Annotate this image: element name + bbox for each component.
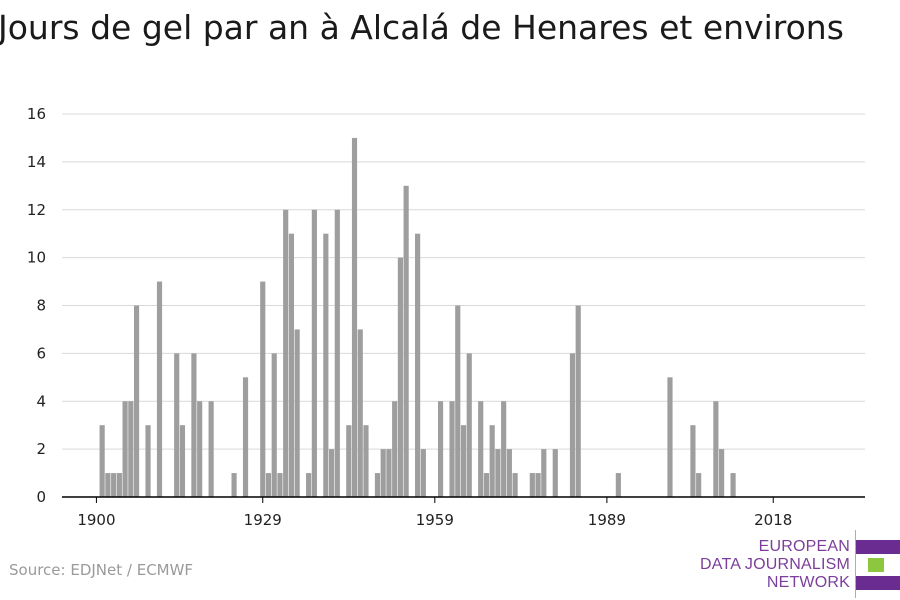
x-tick-label: 2018 xyxy=(754,511,792,529)
bar-1918 xyxy=(197,401,203,497)
y-tick-label: 8 xyxy=(36,297,46,315)
bar-1920 xyxy=(208,401,214,497)
bar-1935 xyxy=(294,329,300,497)
bar-1906 xyxy=(128,401,134,497)
bar-1937 xyxy=(306,473,312,497)
bar-1911 xyxy=(156,281,163,497)
bar-1947 xyxy=(363,425,369,497)
bar-1930 xyxy=(265,473,272,497)
y-tick-label: 10 xyxy=(27,249,46,267)
y-tick-label: 0 xyxy=(36,488,46,506)
bar-chart: 0 2 4 6 8 10 12 14 16 1900 1929 1959 1989 2018 xyxy=(27,105,865,529)
x-tick-label: 1989 xyxy=(588,511,626,529)
y-tick-label: 14 xyxy=(27,153,46,171)
bar-2009 xyxy=(719,449,725,498)
bar-1971 xyxy=(501,401,507,497)
bar-1991 xyxy=(615,473,621,497)
logo-text-line-2: DATA JOURNALISM xyxy=(700,556,850,573)
bar-1934 xyxy=(288,233,295,497)
logo-bar-middle xyxy=(868,558,884,572)
bar-2000 xyxy=(667,377,673,497)
bar-1904 xyxy=(116,473,122,497)
bar-1942 xyxy=(334,209,340,497)
bar-1924 xyxy=(231,473,237,497)
logo-bar-bottom xyxy=(856,576,900,590)
bar-1968 xyxy=(483,473,490,497)
bar-1944 xyxy=(346,425,352,497)
bar-2004 xyxy=(690,425,696,497)
bar-1954 xyxy=(403,185,409,497)
gridlines xyxy=(62,113,865,450)
y-tick-label: 6 xyxy=(36,344,46,362)
bar-1946 xyxy=(357,329,363,497)
bar-2008 xyxy=(713,401,719,497)
bar-1905 xyxy=(122,401,128,497)
bar-2005 xyxy=(696,473,702,497)
bar-1938 xyxy=(311,209,317,497)
logo-bar-top xyxy=(856,540,900,554)
bar-1932 xyxy=(277,473,283,497)
bar-1983 xyxy=(569,353,576,498)
bar-1901 xyxy=(99,425,105,497)
logo-text: EUROPEAN DATA JOURNALISM NETWORK xyxy=(700,538,850,592)
bar-1978 xyxy=(541,449,547,498)
logo-text-line-3: NETWORK xyxy=(766,574,850,591)
bars xyxy=(99,137,736,498)
bar-1969 xyxy=(489,425,495,497)
bar-1902 xyxy=(105,473,111,497)
bar-1972 xyxy=(506,449,512,498)
logo-text-line-1: EUROPEAN xyxy=(758,538,850,555)
bar-2011 xyxy=(730,473,736,497)
bar-1965 xyxy=(466,353,472,498)
bar-1977 xyxy=(535,473,541,497)
bar-1915 xyxy=(179,425,186,497)
bar-1976 xyxy=(529,473,535,497)
bar-1907 xyxy=(133,305,140,497)
y-tick-label: 4 xyxy=(36,392,46,410)
bar-1963 xyxy=(455,305,461,497)
x-tick-label: 1959 xyxy=(416,511,454,529)
bar-1949 xyxy=(374,473,381,497)
bar-1933 xyxy=(283,209,289,497)
x-axis-labels: 1900 1929 1959 1989 2018 xyxy=(77,497,792,529)
source-note: Source: EDJNet / ECMWF xyxy=(9,561,194,579)
bar-1984 xyxy=(575,305,581,497)
bar-1956 xyxy=(415,233,421,497)
bar-1953 xyxy=(397,257,403,498)
bar-1940 xyxy=(323,233,329,497)
edjnet-logo: EUROPEAN DATA JOURNALISM NETWORK xyxy=(690,530,900,598)
bar-1950 xyxy=(380,449,386,498)
bar-1970 xyxy=(495,449,501,498)
y-tick-label: 2 xyxy=(36,440,46,458)
y-axis-labels: 0 2 4 6 8 10 12 14 16 xyxy=(27,105,46,506)
bar-1914 xyxy=(174,353,180,498)
bar-1952 xyxy=(392,401,398,497)
bar-1980 xyxy=(552,449,558,498)
bar-1931 xyxy=(271,353,277,498)
bar-1957 xyxy=(420,449,426,498)
bar-1929 xyxy=(260,281,266,497)
bar-1960 xyxy=(437,401,444,497)
bar-1962 xyxy=(449,401,455,497)
bar-1917 xyxy=(191,353,197,498)
chart-title: Jours de gel par an à Alcalá de Henares … xyxy=(0,8,844,47)
y-tick-label: 12 xyxy=(27,201,46,219)
bar-1909 xyxy=(145,425,151,497)
x-tick-label: 1929 xyxy=(244,511,282,529)
x-tick-label: 1900 xyxy=(77,511,115,529)
bar-1903 xyxy=(111,473,117,497)
bar-1951 xyxy=(386,449,392,498)
bar-1967 xyxy=(478,401,484,497)
bar-1973 xyxy=(512,473,518,497)
bar-1964 xyxy=(460,425,467,497)
bar-1926 xyxy=(242,377,249,497)
logo-divider xyxy=(855,530,856,598)
y-tick-label: 16 xyxy=(27,105,46,123)
bar-1941 xyxy=(329,449,335,498)
bar-1945 xyxy=(351,137,358,497)
